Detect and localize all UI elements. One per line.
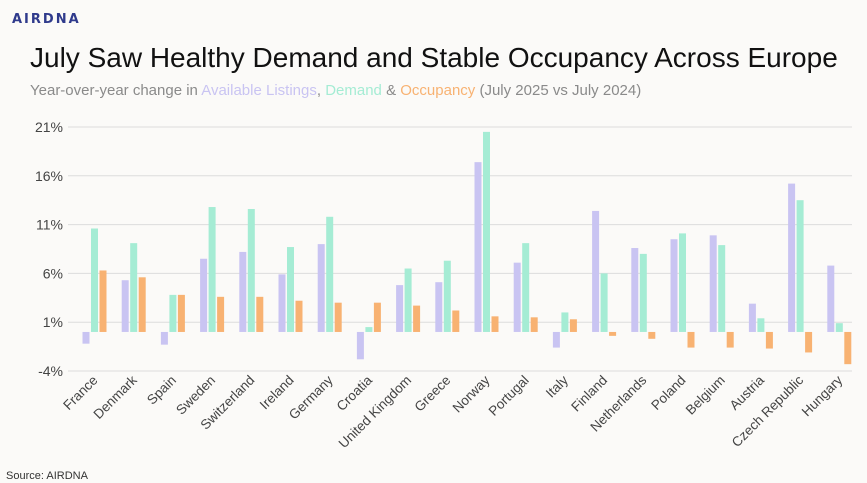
- brand-logo: AIRDNA: [12, 12, 81, 27]
- demand-bar: [718, 245, 726, 332]
- occupancy-bar: [491, 316, 499, 332]
- demand-bar: [287, 247, 294, 332]
- x-tick-label: Hungary: [799, 372, 846, 419]
- x-tick-label: Denmark: [90, 372, 140, 422]
- listings-bar: [82, 331, 90, 344]
- listings-bar: [748, 303, 756, 332]
- x-tick-label: United Kingdom: [336, 373, 415, 452]
- occupancy-bar: [138, 277, 146, 332]
- occupancy-bar: [765, 331, 773, 349]
- demand-bar: [639, 253, 647, 332]
- occupancy-bar: [373, 302, 381, 332]
- listings-bar: [592, 210, 600, 332]
- occupancy-bar: [726, 331, 734, 348]
- x-tick-label: Greece: [412, 373, 454, 415]
- x-tick-label: Czech Republic: [729, 372, 807, 450]
- listings-bar: [552, 331, 560, 348]
- occupancy-bar: [687, 331, 695, 348]
- demand-bar: [757, 318, 765, 332]
- occupancy-bar: [256, 296, 264, 332]
- demand-bar: [561, 312, 569, 332]
- listings-bar: [709, 235, 717, 332]
- listings-bar: [827, 265, 835, 332]
- listings-bar: [474, 162, 482, 332]
- y-tick-label: -4%: [38, 363, 63, 379]
- listings-bar: [396, 285, 404, 332]
- demand-bar: [796, 200, 804, 332]
- y-tick-label: 6%: [43, 265, 63, 281]
- listings-bar: [200, 258, 208, 332]
- occupancy-bar: [334, 302, 342, 332]
- subtitle-separator: ,: [316, 82, 326, 99]
- demand-bar: [247, 208, 255, 332]
- demand-bar: [443, 260, 451, 332]
- y-tick-label: 21%: [35, 119, 63, 135]
- x-tick-label: Italy: [543, 372, 571, 400]
- demand-bar: [169, 294, 177, 332]
- occupancy-bar: [648, 331, 656, 339]
- listings-bar: [160, 331, 168, 345]
- x-tick-label: Spain: [144, 373, 179, 408]
- occupancy-bar: [99, 270, 107, 332]
- demand-bar: [522, 243, 530, 332]
- legend-entry-demand: Demand: [325, 82, 382, 99]
- listings-bar: [356, 331, 364, 360]
- demand-bar: [404, 268, 412, 332]
- demand-bar: [208, 207, 216, 332]
- listings-bar: [670, 239, 678, 332]
- occupancy-bar: [844, 331, 852, 365]
- occupancy-bar: [805, 331, 813, 353]
- chart-grid: [68, 126, 852, 372]
- y-axis: 21% 16% 11% 6% 1% -4%: [35, 119, 63, 379]
- demand-bar: [835, 323, 843, 332]
- listings-bar: [788, 183, 796, 332]
- y-tick-label: 11%: [36, 217, 63, 233]
- occupancy-bar: [217, 296, 225, 332]
- listings-bar: [121, 280, 129, 332]
- occupancy-bar: [530, 317, 538, 332]
- chart-subtitle: Year-over-year change in Available Listi…: [30, 82, 641, 99]
- occupancy-bar: [295, 300, 303, 332]
- subtitle-separator: &: [381, 82, 401, 99]
- demand-bar: [326, 216, 334, 332]
- occupancy-bar: [452, 310, 460, 332]
- listings-bar: [513, 262, 521, 332]
- demand-bar: [679, 233, 686, 332]
- page-title: July Saw Healthy Demand and Stable Occup…: [30, 42, 838, 73]
- source-note: Source: AIRDNA: [6, 470, 88, 482]
- x-tick-label: Belgium: [683, 373, 728, 418]
- occupancy-bar: [177, 294, 185, 332]
- occupancy-bar: [569, 319, 577, 332]
- demand-bar: [130, 243, 138, 332]
- demand-bar: [91, 228, 98, 332]
- x-tick-label: Portugal: [486, 373, 532, 419]
- listings-bar: [435, 282, 443, 332]
- demand-bar: [483, 131, 490, 332]
- subtitle-prefix: Year-over-year change in: [30, 82, 202, 99]
- listings-bar: [317, 244, 325, 332]
- demand-bar: [600, 273, 608, 332]
- chart-bars: [82, 131, 852, 365]
- listings-bar: [278, 274, 286, 332]
- legend-entry-listings: Available Listings: [201, 82, 317, 99]
- listings-bar: [631, 248, 639, 332]
- x-tick-label: Germany: [286, 372, 336, 422]
- y-tick-label: 1%: [43, 314, 63, 330]
- occupancy-bar: [413, 305, 421, 332]
- listings-bar: [239, 251, 247, 332]
- legend-entry-occupancy: Occupancy: [400, 82, 476, 99]
- y-tick-label: 16%: [35, 168, 63, 184]
- occupancy-bar: [609, 331, 617, 336]
- subtitle-suffix: (July 2025 vs July 2024): [475, 82, 642, 99]
- demand-bar: [365, 327, 373, 332]
